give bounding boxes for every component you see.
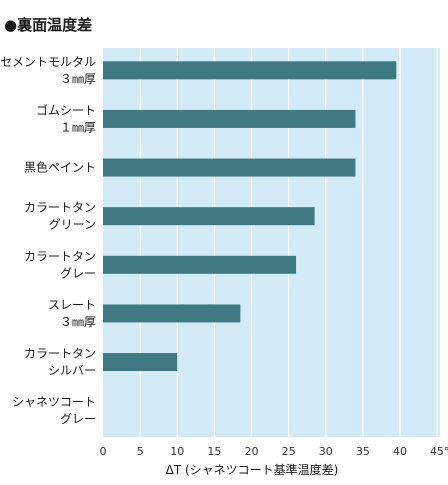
x-tick-label: 45℃ [430,445,448,458]
category-label: シャネツコートグレー [12,395,96,426]
x-tick-label: 5 [137,445,144,458]
bar [103,255,297,274]
category-label: ゴムシート１㎜厚 [36,102,96,134]
chart-title: ●裏面温度差 [4,16,92,34]
x-tick-label: 0 [100,445,107,458]
x-tick-label: 20 [245,445,259,458]
x-tick-labels: 0 5 10 15 20 25 30 35 40 45℃ [100,445,448,458]
x-tick-label: 35 [356,445,370,458]
x-tick-label: 15 [207,445,221,458]
bar [103,207,315,226]
x-tick-label: 40 [393,445,407,458]
category-labels: セメントモルタル３㎜厚ゴムシート１㎜厚黒色ペイントカラートタングリーンカラートタ… [0,55,96,426]
category-label: 黒色ペイント [24,161,96,175]
category-label: カラートタングリーン [24,201,96,232]
category-label: スレート３㎜厚 [48,298,96,329]
x-tick-label: 30 [319,445,333,458]
bar [103,353,178,372]
bars [103,61,397,372]
category-label: カラートタングレー [24,249,96,280]
plot-area [103,48,440,437]
bar [103,158,356,177]
x-tick-label: 10 [170,445,184,458]
bar [103,61,397,80]
category-label: カラートタンシルバー [24,347,96,378]
category-label: セメントモルタル３㎜厚 [0,55,96,86]
x-tick-label: 25 [282,445,296,458]
bar [103,109,356,128]
x-axis-label: ΔT (シャネツコート基準温度差) [166,462,339,477]
bar [103,304,241,323]
